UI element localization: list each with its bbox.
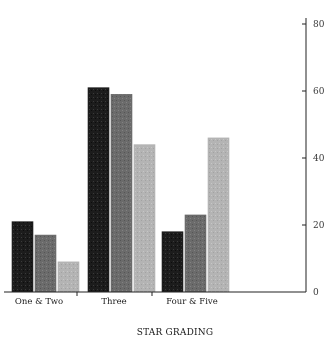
x-category-label: One & Two (15, 297, 63, 307)
bar (184, 214, 207, 293)
bars (11, 87, 230, 293)
y-tick-label: 80 (313, 20, 325, 30)
x-category-label: Three (101, 297, 126, 307)
bar (161, 231, 184, 293)
y-tick-label: 20 (313, 221, 325, 231)
y-tick-label: 40 (313, 154, 325, 164)
x-axis: One & Two Three Four & Five (15, 292, 218, 307)
y-tick-label: 60 (313, 87, 325, 97)
bar (133, 144, 156, 293)
bar (34, 234, 57, 293)
bar (207, 137, 230, 293)
bar (57, 261, 80, 293)
y-axis: 0 20 40 60 80 (302, 20, 325, 298)
x-category-label: Four & Five (166, 297, 218, 307)
bar (110, 94, 133, 293)
bar (87, 87, 110, 293)
y-tick-label: 0 (313, 288, 319, 298)
bar (11, 221, 34, 293)
x-axis-title: STAR GRADING (137, 328, 214, 338)
